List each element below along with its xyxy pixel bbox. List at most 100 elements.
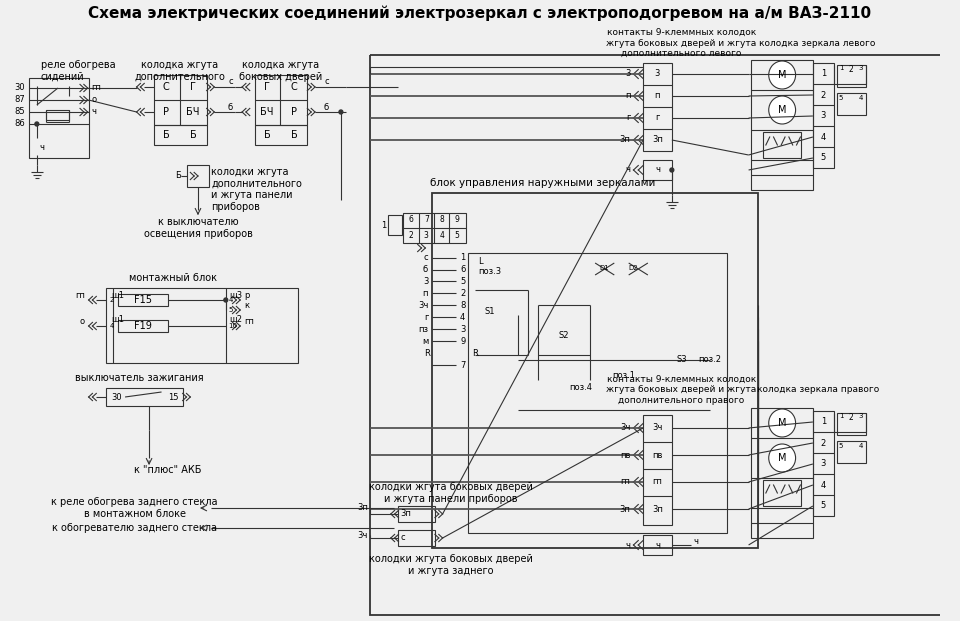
Text: 3: 3 (821, 460, 827, 468)
Bar (643, 415, 672, 525)
Text: S2: S2 (558, 330, 568, 340)
Text: 1: 1 (839, 413, 843, 419)
Text: п: п (422, 289, 428, 297)
Text: ч: ч (655, 166, 660, 175)
Text: с: с (423, 253, 428, 263)
Text: Б: Б (291, 130, 298, 140)
Text: 1: 1 (821, 70, 826, 78)
Text: 4: 4 (858, 443, 863, 449)
Text: R: R (472, 348, 478, 358)
Text: с: с (400, 533, 405, 543)
Text: колодки жгута боковых дверей
и жгута заднего: колодки жгута боковых дверей и жгута зад… (370, 554, 533, 576)
Text: п: п (625, 91, 631, 101)
Text: S3: S3 (676, 355, 686, 365)
Bar (432, 193, 758, 548)
Text: Р: Р (163, 107, 169, 117)
Circle shape (670, 168, 674, 172)
Bar (388, 215, 402, 235)
Text: выключатель зажигания: выключатель зажигания (75, 373, 204, 383)
Text: 3: 3 (858, 413, 863, 419)
Bar (398, 506, 435, 522)
Text: 2: 2 (821, 438, 826, 448)
Text: Г: Г (264, 82, 270, 92)
Text: ч: ч (655, 540, 660, 550)
Text: S1: S1 (485, 307, 494, 317)
Text: блок управления наружными зеркалами: блок управления наружными зеркалами (430, 178, 655, 188)
Text: 30: 30 (111, 392, 122, 402)
Text: 87: 87 (14, 96, 25, 104)
Text: колодки жгута боковых дверей
и жгута панели приборов: колодки жгута боковых дверей и жгута пан… (370, 482, 533, 504)
Bar (254, 125, 307, 145)
Text: М: М (778, 105, 786, 115)
Bar (751, 408, 813, 538)
Text: 2: 2 (109, 297, 114, 303)
Bar (187, 165, 208, 187)
Text: 4: 4 (439, 230, 444, 240)
Text: ч: ч (693, 537, 698, 545)
Bar (763, 480, 802, 506)
Text: 1: 1 (839, 65, 843, 71)
Text: 86: 86 (14, 119, 25, 129)
Bar (837, 441, 866, 463)
Circle shape (769, 409, 796, 437)
Text: Схема электрических соединений электрозеркал с электроподогревом на а/м ВАЗ-2110: Схема электрических соединений электрозе… (88, 5, 872, 20)
Text: поз.4: поз.4 (569, 384, 592, 392)
Text: Б: Б (190, 130, 197, 140)
Text: колодка жгута
боковых дверей: колодка жгута боковых дверей (239, 60, 323, 81)
Text: 5: 5 (821, 153, 826, 163)
Text: ч: ч (626, 166, 631, 175)
Text: БЧ: БЧ (260, 107, 274, 117)
Text: 4: 4 (821, 481, 826, 489)
Text: 4: 4 (109, 323, 114, 329)
Text: ч: ч (91, 107, 97, 117)
Text: б: б (228, 102, 233, 112)
Text: 85: 85 (14, 107, 25, 117)
Text: поз.2: поз.2 (699, 355, 722, 365)
Text: монтажный блок: монтажный блок (129, 273, 217, 283)
Bar (118, 320, 168, 332)
Text: Г: Г (190, 82, 196, 92)
Text: 3п: 3п (620, 504, 631, 514)
Text: Р: Р (291, 107, 297, 117)
Text: колодки жгута
дополнительного
и жгута панели
приборов: колодки жгута дополнительного и жгута па… (211, 167, 302, 212)
Circle shape (35, 122, 38, 126)
Text: 5: 5 (821, 502, 826, 510)
Bar (254, 75, 307, 125)
Text: б: б (324, 102, 329, 112)
Text: 3ч: 3ч (620, 424, 631, 432)
Text: 3: 3 (858, 65, 863, 71)
Bar (46, 110, 69, 120)
Text: 2: 2 (821, 91, 826, 99)
Text: Б: Б (264, 130, 271, 140)
Bar (29, 78, 88, 158)
Text: 1: 1 (460, 253, 466, 263)
Text: 3п: 3п (652, 135, 663, 145)
Bar (813, 63, 834, 168)
Bar (837, 65, 866, 87)
Text: колодка зеркала правого: колодка зеркала правого (756, 386, 878, 394)
Text: ч: ч (626, 540, 631, 550)
Bar (106, 388, 182, 406)
Text: к: к (244, 302, 250, 310)
Circle shape (769, 61, 796, 89)
Text: 3п: 3п (400, 509, 411, 519)
Text: к выключателю
освещения приборов: к выключателю освещения приборов (144, 217, 252, 239)
Text: 8: 8 (460, 301, 466, 309)
Text: к обогревателю заднего стекла: к обогревателю заднего стекла (52, 523, 217, 533)
Text: 2: 2 (849, 65, 853, 75)
Text: контакты 9-клеммных колодок
жгута боковых дверей и жгута
дополнительного правого: контакты 9-клеммных колодок жгута боковы… (607, 375, 756, 405)
Text: 3п: 3п (357, 504, 368, 512)
Text: ш2: ш2 (228, 315, 242, 325)
Text: 5: 5 (454, 230, 460, 240)
Text: г: г (626, 114, 631, 122)
Bar (643, 160, 672, 180)
Text: 5: 5 (839, 443, 843, 449)
Text: г: г (423, 312, 428, 322)
Bar (643, 535, 672, 555)
Text: 7: 7 (424, 215, 429, 225)
Text: 5: 5 (460, 276, 466, 286)
Text: 6: 6 (460, 266, 466, 274)
Text: пз: пз (419, 325, 428, 333)
Text: 5: 5 (839, 95, 843, 101)
Text: D1: D1 (600, 265, 610, 271)
